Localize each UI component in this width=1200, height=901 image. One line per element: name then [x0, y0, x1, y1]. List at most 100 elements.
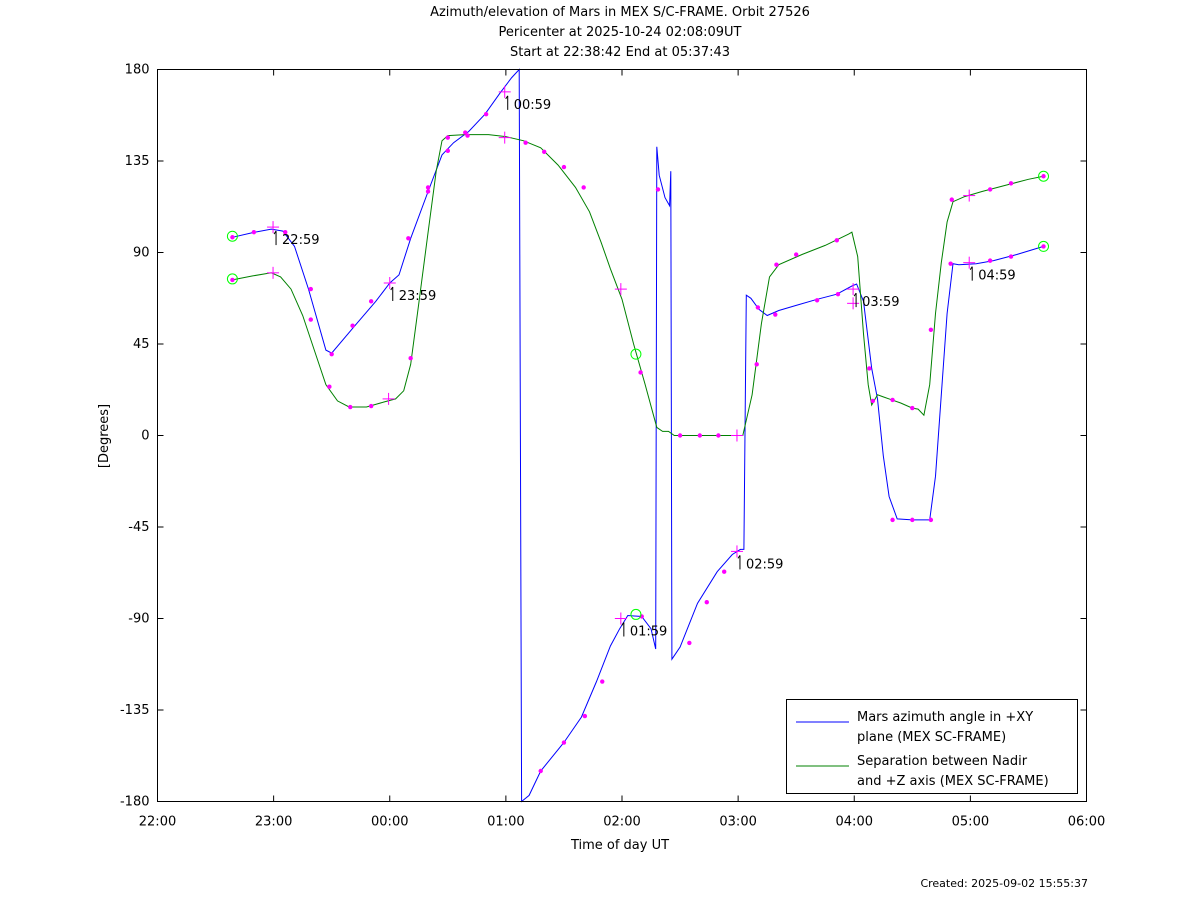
data-point-separation: [408, 356, 413, 361]
data-point-azimuth: [687, 640, 692, 646]
y-tick-label: -45: [128, 520, 149, 535]
annotation-tick-arrow: [737, 555, 741, 559]
data-point-separation: [445, 135, 451, 140]
data-point-azimuth: [704, 600, 709, 605]
data-point-separation: [677, 433, 683, 438]
legend-label-azimuth-line2: plane (MEX SC-FRAME): [857, 730, 1006, 745]
data-point-separation: [308, 317, 313, 322]
data-point-azimuth: [1008, 254, 1014, 259]
data-point-azimuth: [561, 740, 567, 745]
data-point-azimuth: [755, 305, 761, 310]
key-point-ring-separation: [1038, 170, 1050, 182]
annotation-tick-arrow: [621, 622, 625, 626]
data-point-separation: [793, 252, 799, 257]
data-point-azimuth: [251, 229, 257, 235]
data-point-azimuth: [425, 189, 431, 194]
data-point-separation: [425, 185, 431, 190]
data-point-azimuth: [538, 768, 543, 774]
axis-ticks: [157, 69, 1087, 802]
data-point-azimuth: [1041, 244, 1046, 249]
data-point-separation: [1008, 181, 1014, 186]
data-point-azimuth: [773, 312, 778, 317]
annotation-time-label: 00:59: [514, 98, 551, 113]
y-tick-label: -135: [120, 703, 150, 718]
hour-cross-marker-azimuth: [847, 283, 860, 296]
x-tick-label: 01:00: [487, 815, 524, 830]
hour-cross-marker-separation: [267, 266, 280, 279]
x-tick-label: 02:00: [603, 815, 640, 830]
x-tick-label: 06:00: [1068, 815, 1105, 830]
data-point-separation: [523, 140, 528, 145]
legend-label-separation-line2: and +Z axis (MEX SC-FRAME): [857, 774, 1049, 789]
data-point-separation: [697, 433, 703, 438]
data-point-azimuth: [928, 517, 934, 523]
data-point-azimuth: [230, 235, 235, 240]
data-point-azimuth: [890, 517, 895, 523]
data-point-separation: [541, 149, 547, 155]
hour-cross-marker-azimuth: [730, 545, 743, 558]
data-point-azimuth: [329, 351, 334, 357]
data-point-azimuth: [406, 236, 411, 241]
x-tick-label: 04:00: [836, 815, 873, 830]
data-point-azimuth: [582, 713, 588, 719]
legend-label-separation-line1: Separation between Nadir: [857, 754, 1028, 769]
data-point-separation: [638, 370, 643, 375]
data-point-azimuth: [867, 366, 872, 371]
key-point-ring-azimuth: [630, 608, 642, 620]
annotation-tick-arrow: [390, 286, 394, 291]
y-tick-label: -180: [120, 795, 150, 810]
x-axis-label: Time of day UT: [570, 838, 669, 853]
y-tick-label: 135: [125, 154, 150, 169]
legend-label-azimuth-line1: Mars azimuth angle in +XY: [857, 710, 1033, 725]
annotation-tick-arrow: [969, 266, 973, 270]
data-point-azimuth: [308, 286, 313, 292]
created-timestamp: Created: 2025-09-02 15:55:37: [920, 877, 1088, 890]
data-point-separation: [1041, 174, 1046, 179]
data-point-azimuth: [814, 298, 820, 303]
hour-cross-marker-azimuth: [267, 221, 280, 234]
chart-title-line-1: Azimuth/elevation of Mars in MEX S/C-FRA…: [430, 5, 810, 20]
data-point-azimuth: [483, 112, 489, 117]
data-point-separation: [561, 164, 567, 170]
data-point-separation: [774, 262, 779, 267]
annotation-layer: 22:59 23:59 00:59 01:59 02:59 03:59 04:59: [273, 95, 1016, 640]
annotation-time-label: 03:59: [862, 295, 899, 310]
annotation-tick-arrow: [505, 95, 509, 100]
data-point-separation: [465, 133, 470, 138]
hour-cross-marker-azimuth: [498, 85, 511, 98]
data-point-azimuth: [463, 130, 468, 135]
data-point-separation: [890, 397, 895, 403]
y-tick-label: 0: [141, 429, 149, 444]
hour-cross-marker-azimuth: [963, 256, 976, 269]
data-point-separation: [230, 277, 235, 283]
data-point-separation: [928, 327, 934, 332]
data-point-separation: [368, 403, 374, 409]
y-tick-label: 180: [125, 63, 150, 78]
data-point-separation: [834, 238, 840, 243]
data-point-separation: [348, 404, 353, 410]
key-point-ring-azimuth: [1038, 240, 1050, 252]
data-point-separation: [716, 433, 721, 438]
annotation-time-label: 01:59: [630, 625, 667, 640]
annotation-time-label: 22:59: [282, 233, 319, 248]
data-point-separation: [987, 187, 993, 192]
hour-cross-marker-separation: [963, 189, 976, 202]
data-point-separation: [910, 405, 915, 411]
data-point-separation: [581, 185, 586, 190]
annotation-time-label: 23:59: [399, 289, 436, 304]
hour-cross-marker-azimuth: [614, 612, 627, 625]
hour-cross-marker-separation: [730, 429, 743, 442]
data-point-azimuth: [283, 229, 288, 235]
series-line-separation: [232, 134, 1044, 436]
chart-title-line-2: Pericenter at 2025-10-24 02:08:09UT: [498, 25, 742, 40]
data-point-azimuth: [368, 299, 374, 304]
hour-cross-marker-separation: [498, 131, 511, 144]
hour-cross-marker-separation: [382, 392, 395, 405]
key-point-ring-separation: [630, 348, 642, 360]
key-point-ring-azimuth: [226, 230, 238, 242]
hour-cross-marker-azimuth: [383, 277, 396, 289]
data-point-separation: [949, 197, 954, 202]
data-point-azimuth: [948, 261, 953, 266]
hour-cross-marker-separation: [847, 297, 860, 310]
